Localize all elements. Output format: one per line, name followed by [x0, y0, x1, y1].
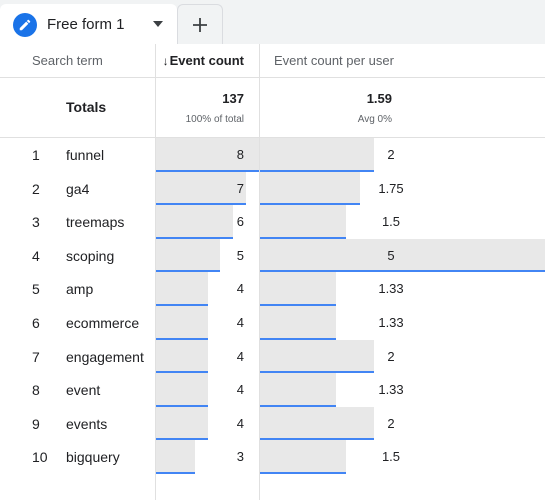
column-divider [259, 44, 260, 500]
event-count-bar [156, 440, 195, 474]
row-index: 7 [32, 348, 40, 365]
per-user-bar [260, 373, 336, 407]
search-term-cell: scoping [66, 247, 115, 264]
event-count-bar [156, 171, 247, 206]
table-row[interactable]: 5 amp 4 1.33 [0, 272, 545, 306]
per-user-bar [260, 171, 360, 206]
row-index: 3 [32, 214, 40, 231]
search-term-cell: amp [66, 281, 94, 298]
search-term-cell: engagement [66, 348, 144, 365]
row-index: 4 [32, 247, 40, 264]
header-search-term[interactable]: Search term [32, 53, 103, 68]
per-user-cell: 1.5 [381, 449, 401, 465]
per-user-bar [260, 306, 336, 340]
totals-event-count-sub: 100% of total [185, 114, 244, 125]
per-user-bar [260, 440, 346, 474]
event-count-bar [156, 306, 208, 340]
totals-per-user-sub: Avg 0% [357, 114, 392, 125]
table-row[interactable]: 3 treemaps 6 1.5 [0, 205, 545, 239]
event-count-bar [156, 272, 208, 306]
per-user-cell: 2 [387, 348, 395, 364]
tab-title: Free form 1 [47, 16, 125, 33]
per-user-cell: 1.33 [378, 281, 404, 297]
event-count-cell: 4 [236, 281, 244, 297]
event-count-bar [156, 406, 208, 441]
search-term-cell: event [66, 382, 101, 399]
totals-label: Totals [66, 99, 107, 115]
per-user-cell: 2 [387, 147, 395, 162]
search-term-cell: events [66, 415, 108, 432]
event-count-cell: 4 [236, 415, 244, 431]
table-row[interactable]: 6 ecommerce 4 1.33 [0, 306, 545, 340]
row-index: 2 [32, 180, 40, 197]
event-count-cell: 8 [236, 147, 244, 162]
table-row[interactable]: 9 events 4 2 [0, 406, 545, 441]
per-user-cell: 1.75 [378, 180, 404, 196]
search-term-cell: treemaps [66, 214, 125, 231]
search-term-cell: bigquery [66, 449, 120, 466]
plus-icon [193, 17, 207, 32]
search-term-cell: ga4 [66, 180, 90, 197]
table-row[interactable]: 8 event 4 1.33 [0, 373, 545, 407]
event-count-bar [156, 339, 208, 374]
caret-down-icon[interactable] [153, 21, 163, 27]
header-event-count-per-user[interactable]: Event count per user [274, 53, 394, 68]
pencil-icon [13, 13, 37, 37]
table-row[interactable]: 2 ga4 7 1.75 [0, 171, 545, 206]
totals-per-user: 1.59 [366, 91, 392, 106]
per-user-bar [260, 238, 545, 273]
event-count-cell: 4 [236, 315, 244, 330]
per-user-bar [260, 406, 374, 441]
per-user-bar [260, 205, 346, 239]
per-user-cell: 2 [387, 415, 395, 431]
table-row[interactable]: 4 scoping 5 5 [0, 238, 545, 273]
sort-arrow-icon: ↓ [162, 53, 169, 68]
event-count-bar [156, 138, 259, 172]
per-user-cell: 5 [387, 247, 395, 263]
row-index: 1 [32, 147, 40, 163]
tab-free-form-1[interactable]: Free form 1 [0, 4, 177, 44]
per-user-bar [260, 138, 374, 172]
event-count-cell: 5 [236, 247, 244, 263]
search-term-cell: ecommerce [66, 315, 140, 331]
row-index: 10 [32, 449, 48, 466]
event-count-cell: 3 [236, 449, 244, 465]
search-term-cell: funnel [66, 147, 105, 163]
per-user-cell: 1.33 [378, 382, 404, 398]
row-divider [0, 77, 545, 78]
event-count-bar [156, 373, 208, 407]
row-index: 9 [32, 415, 40, 432]
header-event-count[interactable]: ↓ Event count [156, 44, 259, 77]
totals-event-count: 137 [222, 91, 244, 106]
per-user-bar [260, 339, 374, 374]
row-index: 8 [32, 382, 40, 399]
row-index: 6 [32, 315, 40, 331]
table-row[interactable]: 7 engagement 4 2 [0, 339, 545, 374]
per-user-cell: 1.5 [381, 214, 401, 230]
row-divider [0, 137, 545, 138]
column-divider [155, 44, 156, 500]
event-count-cell: 7 [236, 180, 244, 196]
event-count-cell: 4 [236, 348, 244, 364]
event-count-cell: 6 [236, 214, 244, 230]
per-user-bar [260, 272, 336, 306]
add-tab-button[interactable] [177, 4, 223, 44]
data-table: Search term ↓ Event count Event count pe… [0, 44, 545, 500]
table-row[interactable]: 1 funnel 8 2 [0, 138, 545, 172]
table-row[interactable]: 10 bigquery 3 1.5 [0, 440, 545, 474]
header-event-count-label: Event count [169, 53, 244, 68]
row-index: 5 [32, 281, 40, 298]
event-count-cell: 4 [236, 382, 244, 398]
event-count-bar [156, 238, 221, 273]
per-user-cell: 1.33 [378, 315, 404, 330]
tab-bar: Free form 1 [0, 0, 545, 44]
event-count-bar [156, 205, 234, 239]
